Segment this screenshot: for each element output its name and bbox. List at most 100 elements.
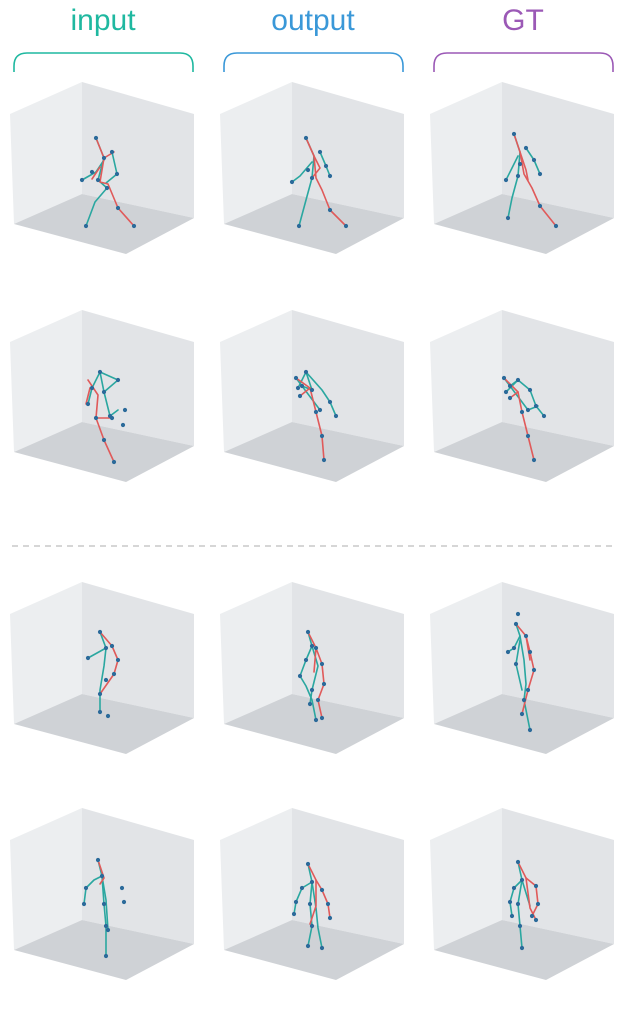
skeleton-joint [101,437,107,443]
box-floor [14,694,194,754]
skeleton-joint [537,171,543,177]
skeleton-joint [529,913,535,919]
skeleton-joint [319,433,325,439]
skeleton-joint [519,945,525,951]
box-side-wall [220,582,292,724]
skeleton-joint [297,673,303,679]
skeleton-joint [303,135,309,141]
pose-cell-output-3 [220,582,404,754]
skeleton-right-limb [309,879,317,925]
skeleton-joint [85,655,91,661]
skeleton-joint [525,433,531,439]
skeleton-joint [343,223,349,229]
skeleton-joint [317,407,323,413]
skeleton-joint [105,927,111,933]
skeleton-joint [523,633,529,639]
skeleton-joint [296,223,302,229]
skeleton-joint [535,901,541,907]
skeleton-joint [115,205,121,211]
skeleton-left-limb [99,371,105,393]
skeleton-joint [97,709,103,715]
skeleton-joint [527,649,533,655]
skeleton-right-limb [515,623,535,715]
skeleton-joint [109,149,115,155]
skeleton-right-limb [91,166,101,180]
skeleton-right-limb [513,133,557,227]
skeleton-joint [309,387,315,393]
skeleton-left-limb [101,875,107,957]
skeleton-joint [515,377,521,383]
box-side-wall [10,82,82,224]
skeleton-joint [119,885,125,891]
skeleton-joint [505,649,511,655]
skeleton-joint [83,885,89,891]
box-floor [14,422,194,482]
skeleton-joint [293,899,299,905]
skeleton-joint [327,207,333,213]
skeleton-joint [105,713,111,719]
box-side-wall [10,582,82,724]
box-back-wall [292,582,404,718]
skeleton-joint [99,873,105,879]
skeleton-left-limb [99,631,107,713]
skeleton-left-limb [307,881,313,947]
skeleton-joint [97,691,103,697]
skeleton-left-limb [87,647,107,659]
skeleton-joint [101,901,107,907]
header-input: input [70,4,136,37]
column-headers: input output GT [13,4,614,72]
brace-input [13,52,194,72]
pose-cell-input-2 [10,310,194,482]
skeleton-joint [313,645,319,651]
box-back-wall [82,310,194,446]
skeleton-joint [511,131,517,137]
skeleton-joint [527,727,533,733]
skeleton-right-limb [311,155,321,179]
skeleton-joint [131,223,137,229]
header-gt: GT [502,4,544,37]
skeleton-joint [319,661,325,667]
skeleton-joint [121,899,127,905]
skeleton-joint [553,223,559,229]
skeleton-joint [97,629,103,635]
skeleton-joint [515,173,521,179]
skeleton-right-limb [299,387,311,397]
pose-grid [10,82,614,980]
skeleton-joint [305,861,311,867]
skeleton-joint [303,369,309,375]
skeleton-joint [333,413,339,419]
pose-cell-input-1 [10,82,194,254]
skeleton-right-limb [97,859,105,885]
pose-cell-output-1 [220,82,404,254]
box-back-wall [502,808,614,944]
box-side-wall [220,82,292,224]
box-side-wall [430,808,502,950]
skeleton-joint [515,901,521,907]
skeleton-joint [527,387,533,393]
skeleton-joint [97,369,103,375]
skeleton-joint [507,395,513,401]
skeleton-joint [309,175,315,181]
skeleton-right-limb [525,635,531,661]
skeleton-joint [533,403,539,409]
skeleton-joint [111,671,117,677]
skeleton-left-limb [297,371,307,389]
skeleton-joint [515,611,521,617]
skeleton-left-limb [291,161,313,183]
skeleton-left-limb [301,385,321,411]
skeleton-joint [537,203,543,209]
skeleton-left-limb [519,635,531,731]
skeleton-joint [122,407,128,413]
skeleton-joint [89,385,95,391]
skeleton-joint [109,643,115,649]
skeleton-joint [517,161,523,167]
skeleton-left-limb [101,875,109,931]
box-floor [224,194,404,254]
skeleton-joint [319,887,325,893]
skeleton-joint [297,393,303,399]
box-side-wall [220,808,292,950]
skeleton-joint [519,877,525,883]
box-floor [434,194,614,254]
skeleton-joint [525,687,531,693]
box-back-wall [292,82,404,218]
